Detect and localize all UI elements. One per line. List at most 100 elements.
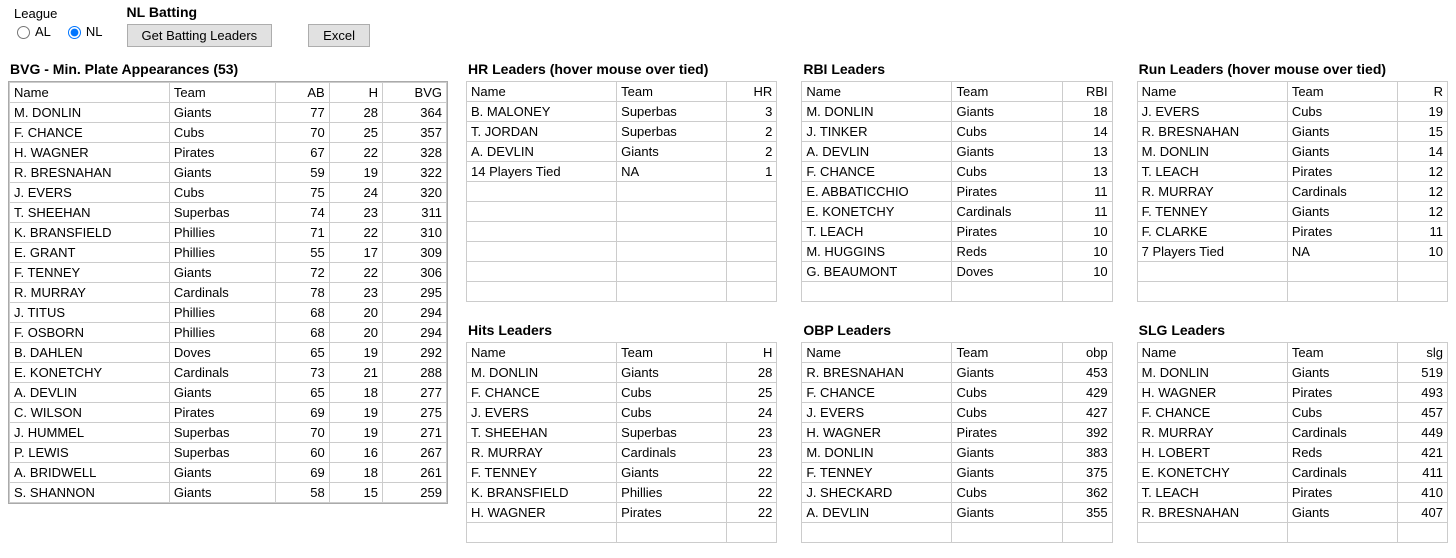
cell: 294 <box>383 323 447 343</box>
radio-al[interactable] <box>17 26 30 39</box>
col-header: Team <box>617 82 727 102</box>
cell: T. JORDAN <box>467 122 617 142</box>
cell: 21 <box>329 363 382 383</box>
cell: J. EVERS <box>1137 102 1287 122</box>
cell: E. KONETCHY <box>10 363 170 383</box>
table-row: E. ABBATICCHIOPirates11 <box>802 182 1112 202</box>
cell: P. LEWIS <box>10 443 170 463</box>
cell: 277 <box>383 383 447 403</box>
cell: T. SHEEHAN <box>10 203 170 223</box>
cell: 22 <box>329 223 382 243</box>
table-row: M. DONLINGiants7728364 <box>10 103 447 123</box>
table-row: J. TINKERCubs14 <box>802 122 1112 142</box>
cell: Cubs <box>169 183 276 203</box>
cell: J. EVERS <box>802 403 952 423</box>
table-row: B. MALONEYSuperbas3 <box>467 102 777 122</box>
cell: Pirates <box>952 182 1062 202</box>
rbi-table: NameTeamRBIM. DONLINGiants18J. TINKERCub… <box>801 81 1112 302</box>
table-row-empty <box>467 182 777 202</box>
table-row: A. DEVLINGiants2 <box>467 142 777 162</box>
cell: M. HUGGINS <box>802 242 952 262</box>
cell: 22 <box>727 463 777 483</box>
cell: Cardinals <box>952 202 1062 222</box>
cell: 28 <box>727 363 777 383</box>
cell: 65 <box>276 343 329 363</box>
cell: Pirates <box>169 143 276 163</box>
radio-nl[interactable] <box>68 26 81 39</box>
cell: 15 <box>1397 122 1447 142</box>
cell: J. SHECKARD <box>802 483 952 503</box>
excel-button[interactable]: Excel <box>308 24 370 47</box>
cell: Cardinals <box>169 363 276 383</box>
cell: Doves <box>952 262 1062 282</box>
cell: 23 <box>727 443 777 463</box>
cell: Pirates <box>1287 222 1397 242</box>
cell: Superbas <box>617 423 727 443</box>
table-row: K. BRANSFIELDPhillies7122310 <box>10 223 447 243</box>
col-header: Team <box>1287 343 1397 363</box>
cell: F. CHANCE <box>10 123 170 143</box>
cell: 17 <box>329 243 382 263</box>
table-row: M. DONLINGiants28 <box>467 363 777 383</box>
cell: 19 <box>329 423 382 443</box>
table-row: S. SHANNONGiants5815259 <box>10 483 447 503</box>
cell: 28 <box>329 103 382 123</box>
radio-nl-label[interactable]: NL <box>63 23 103 39</box>
get-batting-leaders-button[interactable]: Get Batting Leaders <box>127 24 273 47</box>
cell: F. OSBORN <box>10 323 170 343</box>
table-row: E. KONETCHYCardinals7321288 <box>10 363 447 383</box>
radio-al-label[interactable]: AL <box>12 23 51 39</box>
table-row: H. WAGNERPirates22 <box>467 503 777 523</box>
table-row: T. LEACHPirates410 <box>1137 483 1447 503</box>
cell: 310 <box>383 223 447 243</box>
cell: 328 <box>383 143 447 163</box>
cell: F. CHANCE <box>802 383 952 403</box>
table-row: A. BRIDWELLGiants6918261 <box>10 463 447 483</box>
table-row: F. OSBORNPhillies6820294 <box>10 323 447 343</box>
cell: Giants <box>952 443 1062 463</box>
cell: Cubs <box>1287 403 1397 423</box>
cell: 24 <box>727 403 777 423</box>
cell: 519 <box>1397 363 1447 383</box>
bvg-title: BVG - Min. Plate Appearances (53) <box>10 61 448 77</box>
cell: Pirates <box>952 423 1062 443</box>
cell: Cubs <box>617 383 727 403</box>
table-row-empty <box>467 262 777 282</box>
cell: Giants <box>952 363 1062 383</box>
cell: T. LEACH <box>802 222 952 242</box>
cell: 18 <box>1062 102 1112 122</box>
cell: G. BEAUMONT <box>802 262 952 282</box>
cell: M. DONLIN <box>802 443 952 463</box>
league-label: League <box>12 6 103 21</box>
cell: 288 <box>383 363 447 383</box>
table-row: R. MURRAYCardinals12 <box>1137 182 1447 202</box>
hr-table: NameTeamHRB. MALONEYSuperbas3T. JORDANSu… <box>466 81 777 302</box>
table-row: R. MURRAYCardinals449 <box>1137 423 1447 443</box>
cell: NA <box>1287 242 1397 262</box>
cell: 14 <box>1062 122 1112 142</box>
cell: Cubs <box>169 123 276 143</box>
table-row: M. DONLINGiants519 <box>1137 363 1447 383</box>
cell: Giants <box>169 263 276 283</box>
table-row: M. HUGGINSReds10 <box>802 242 1112 262</box>
table-row: 7 Players TiedNA10 <box>1137 242 1447 262</box>
cell: Giants <box>1287 202 1397 222</box>
cell: 18 <box>329 383 382 403</box>
table-row: J. EVERSCubs7524320 <box>10 183 447 203</box>
col-header: obp <box>1062 343 1112 363</box>
cell: 383 <box>1062 443 1112 463</box>
table-row: F. CHANCECubs7025357 <box>10 123 447 143</box>
cell: 19 <box>329 163 382 183</box>
cell: R. MURRAY <box>467 443 617 463</box>
cell: 15 <box>329 483 382 503</box>
table-row: F. TENNEYGiants7222306 <box>10 263 447 283</box>
cell: 58 <box>276 483 329 503</box>
cell: 23 <box>329 283 382 303</box>
cell: T. LEACH <box>1137 483 1287 503</box>
cell: 12 <box>1397 202 1447 222</box>
table-row-empty <box>802 523 1112 543</box>
cell: H. WAGNER <box>467 503 617 523</box>
cell: K. BRANSFIELD <box>10 223 170 243</box>
cell: J. TINKER <box>802 122 952 142</box>
cell: 69 <box>276 463 329 483</box>
